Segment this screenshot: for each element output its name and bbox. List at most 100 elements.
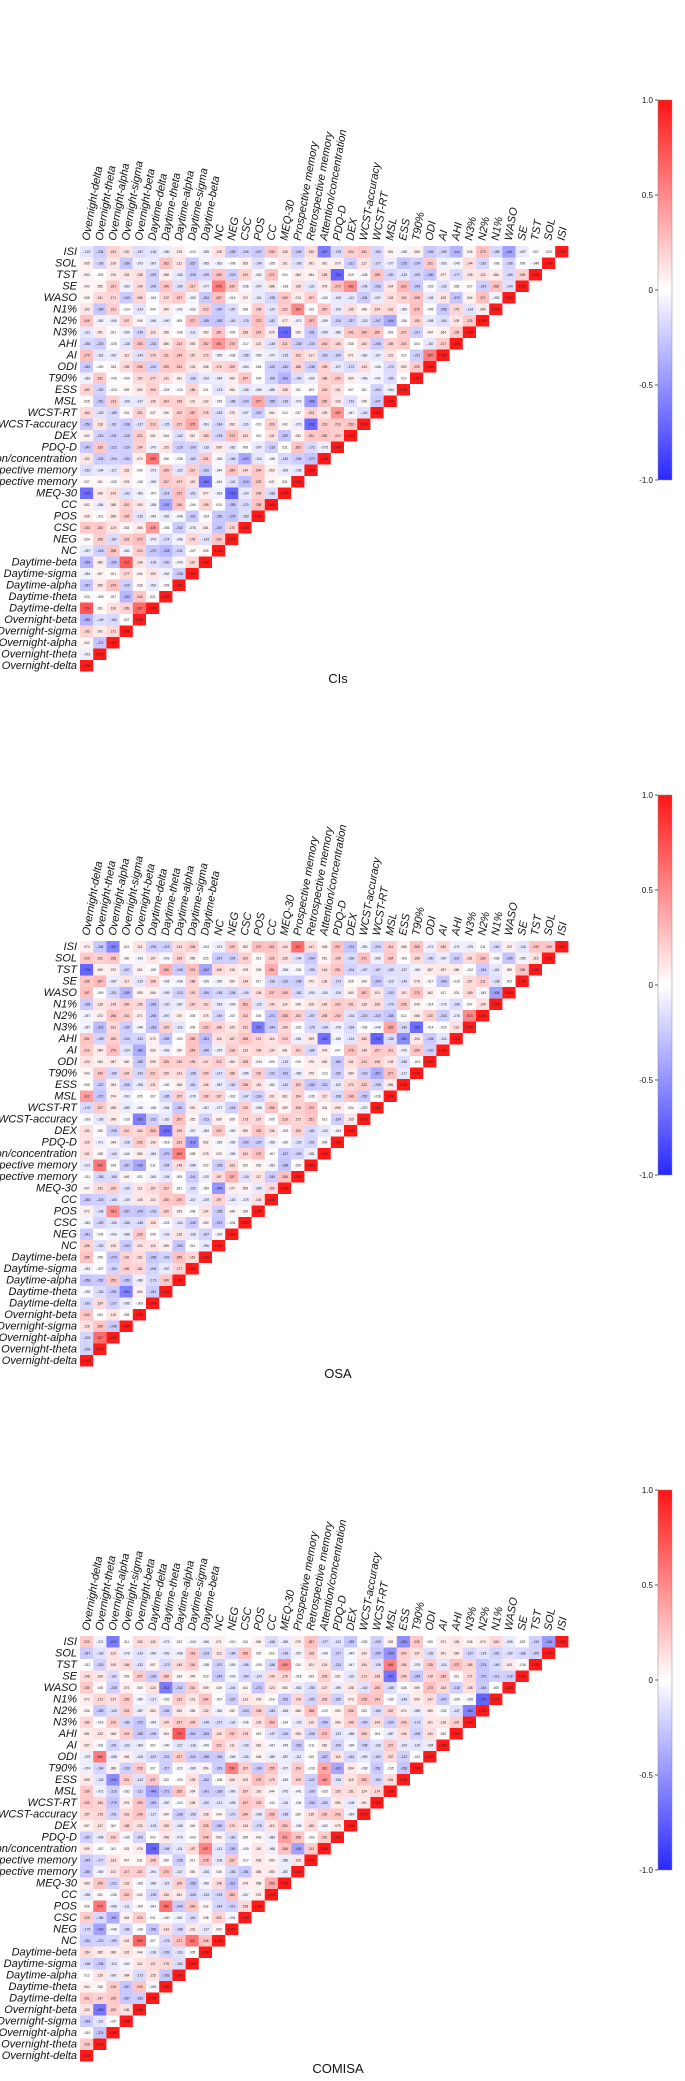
cell-value: 1.000: [122, 1325, 130, 1329]
cell-value: .039: [123, 388, 129, 392]
cell-value: -.156: [387, 1037, 394, 1041]
heatmap-cell: [80, 1716, 94, 1728]
cell-value: .078: [268, 331, 274, 335]
colorbar-tick: 0.5: [642, 1581, 654, 1590]
heatmap-cell: [106, 591, 120, 603]
cell-value: .095: [83, 1778, 89, 1782]
heatmap-cell: [304, 280, 318, 292]
heatmap-cell: [489, 246, 503, 258]
row-label: PDQ-D: [42, 441, 78, 453]
cell-value: .240: [281, 296, 287, 300]
heatmap-cell: [278, 1148, 292, 1160]
cell-value: -.269: [162, 1037, 169, 1041]
cell-value: .027: [83, 480, 89, 484]
cell-value: .080: [97, 561, 103, 565]
cell-value: .018: [255, 365, 261, 369]
cell-value: .221: [136, 1870, 142, 1874]
heatmap-cell: [225, 1682, 239, 1694]
heatmap-cell: [423, 246, 437, 258]
heatmap-cell: [159, 1102, 173, 1114]
cell-value: .098: [110, 1106, 116, 1110]
heatmap-cell: [106, 1205, 120, 1217]
cell-value: .014: [281, 411, 287, 415]
cell-value: -.130: [123, 1187, 130, 1191]
cell-value: -.065: [202, 262, 209, 266]
heatmap-cell: [106, 246, 120, 258]
heatmap-cell: [146, 1693, 160, 1705]
cell-value: .023: [361, 1709, 367, 1713]
cell-value: -.102: [228, 1198, 235, 1202]
heatmap-cell: [146, 1286, 160, 1298]
heatmap-cell: [330, 1067, 344, 1079]
cell-value: -.149: [321, 1026, 328, 1030]
cell-value: .183: [83, 388, 89, 392]
heatmap-cell: [357, 303, 371, 315]
heatmap-cell: [185, 1739, 199, 1751]
heatmap-cell: [225, 1079, 239, 1091]
cell-value: .262: [361, 1778, 367, 1782]
cell-value: .098: [97, 492, 103, 496]
cell-value: .231: [427, 262, 433, 266]
col-label: POS: [252, 216, 268, 242]
heatmap-cell: [119, 533, 133, 545]
cell-value: .109: [242, 1778, 248, 1782]
heatmap-cell: [304, 303, 318, 315]
heatmap-cell: [185, 1240, 199, 1252]
heatmap-cell: [330, 280, 344, 292]
heatmap-cell: [370, 303, 384, 315]
heatmap-cell: [159, 1854, 173, 1866]
heatmap-cell: [106, 499, 120, 511]
heatmap-cell: [146, 1762, 160, 1774]
heatmap-cell: [93, 1274, 107, 1286]
cell-value: .592: [97, 1164, 103, 1168]
heatmap-cell: [396, 1762, 410, 1774]
cell-value: -.248: [83, 2020, 90, 2024]
cell-value: .038: [83, 296, 89, 300]
cell-value: .202: [176, 411, 182, 415]
heatmap-cell: [159, 1194, 173, 1206]
cell-value: -.267: [321, 1755, 328, 1759]
cell-value: -.155: [109, 1198, 116, 1202]
heatmap-cell: [251, 941, 265, 953]
cell-value: .451: [215, 342, 221, 346]
heatmap-cell: [185, 246, 199, 258]
heatmap-cell: [172, 1228, 186, 1240]
cell-value: .144: [281, 945, 287, 949]
cell-value: .098: [163, 1836, 169, 1840]
heatmap-cell: [93, 1946, 107, 1958]
heatmap-cell: [146, 1728, 160, 1740]
cell-value: -.070: [360, 1106, 367, 1110]
heatmap-cell: [304, 1808, 318, 1820]
cell-value: -.066: [228, 1755, 235, 1759]
heatmap-cell: [212, 1125, 226, 1137]
heatmap-cell: [93, 1866, 107, 1878]
heatmap-cell: [238, 510, 252, 522]
heatmap-cell: [159, 1067, 173, 1079]
cell-value: .159: [163, 1824, 169, 1828]
cell-value: -.116: [281, 1801, 288, 1805]
cell-value: -.040: [202, 1744, 209, 1748]
heatmap-cell: [93, 510, 107, 522]
heatmap-cell: [146, 326, 160, 338]
heatmap-cell: [119, 952, 133, 964]
heatmap-cell: [515, 257, 529, 269]
cell-value: .002: [149, 1836, 155, 1840]
cell-value: -.260: [228, 1847, 235, 1851]
cell-value: .119: [110, 526, 116, 530]
heatmap-cell: [159, 987, 173, 999]
heatmap-cell: [132, 1090, 146, 1102]
heatmap-cell: [185, 1693, 199, 1705]
heatmap-cell: [146, 1946, 160, 1958]
heatmap-cell: [172, 1774, 186, 1786]
heatmap-cell: [370, 941, 384, 953]
heatmap-cell: [396, 1044, 410, 1056]
cell-value: -.154: [439, 319, 446, 323]
heatmap-cell: [264, 1831, 278, 1843]
cell-value: -.025: [109, 342, 116, 346]
heatmap-cell: [278, 1728, 292, 1740]
heatmap-cell: [357, 1659, 371, 1671]
heatmap-cell: [344, 338, 358, 350]
cell-value: .216: [110, 1721, 116, 1725]
cell-value: -.043: [136, 957, 143, 961]
cell-value: -.108: [347, 1801, 354, 1805]
